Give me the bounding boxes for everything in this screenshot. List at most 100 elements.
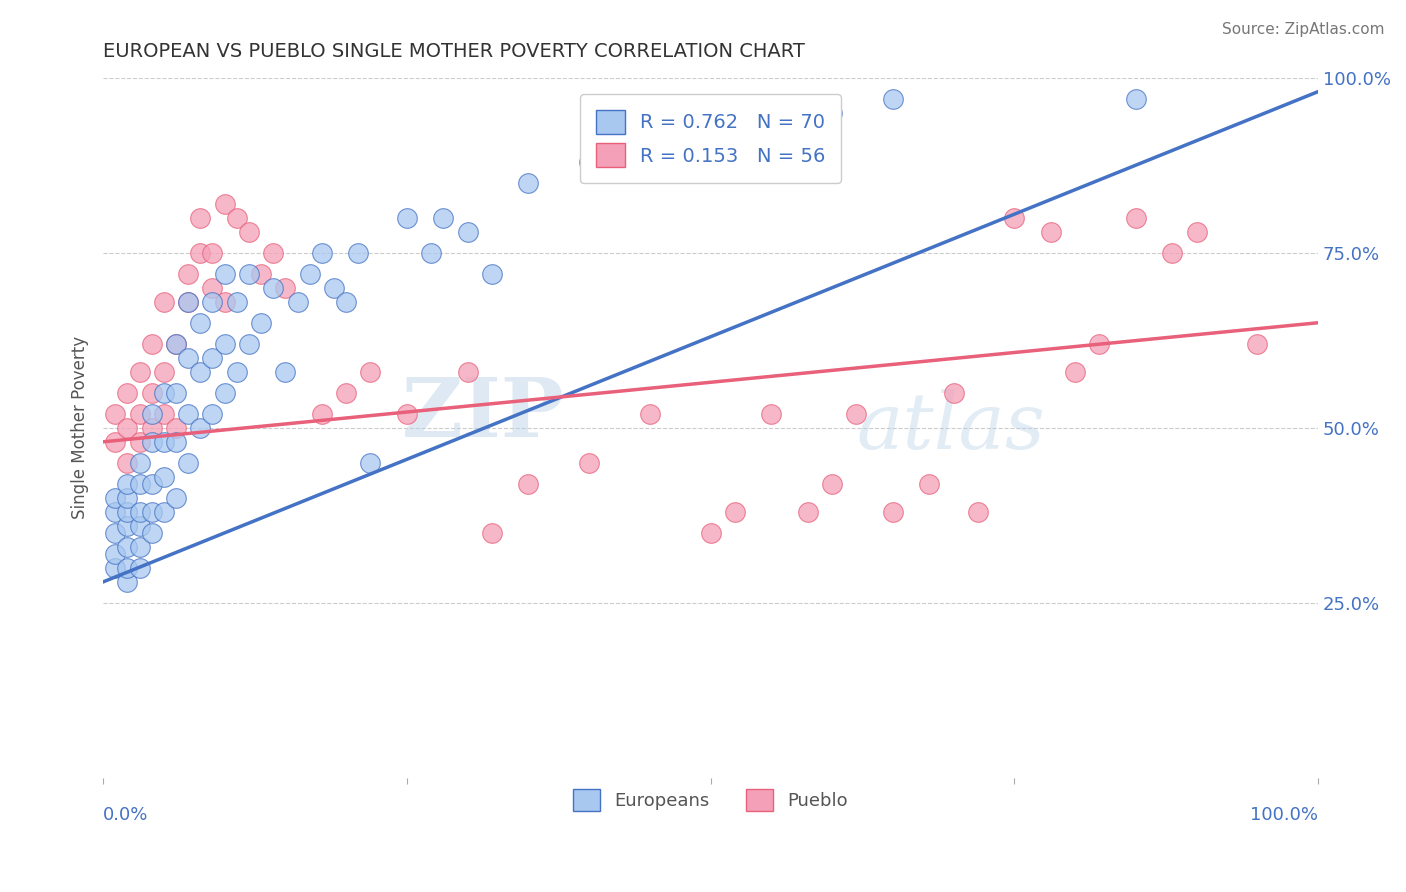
Point: [153, 505, 176, 519]
Point: [117, 519, 139, 533]
Point: [274, 281, 297, 295]
Point: [821, 476, 844, 491]
Point: [1088, 336, 1111, 351]
Point: [238, 225, 260, 239]
Point: [153, 294, 176, 309]
Point: [724, 505, 747, 519]
Point: [250, 316, 273, 330]
Point: [201, 245, 224, 260]
Point: [188, 365, 211, 379]
Point: [177, 456, 200, 470]
Point: [201, 351, 224, 365]
Point: [117, 385, 139, 400]
Point: [335, 385, 357, 400]
Point: [311, 407, 333, 421]
Point: [238, 336, 260, 351]
Point: [165, 336, 187, 351]
Point: [845, 407, 868, 421]
Point: [578, 456, 600, 470]
Point: [117, 540, 139, 554]
Point: [201, 407, 224, 421]
Point: [359, 456, 381, 470]
Point: [104, 547, 127, 561]
Y-axis label: Single Mother Poverty: Single Mother Poverty: [72, 336, 89, 519]
Point: [238, 267, 260, 281]
Point: [141, 434, 163, 449]
Point: [128, 476, 150, 491]
Point: [104, 491, 127, 505]
Point: [201, 294, 224, 309]
Point: [797, 505, 820, 519]
Point: [481, 267, 503, 281]
Point: [481, 525, 503, 540]
Point: [128, 407, 150, 421]
Point: [188, 421, 211, 435]
Point: [128, 365, 150, 379]
Point: [117, 476, 139, 491]
Point: [347, 245, 370, 260]
Point: [188, 245, 211, 260]
Point: [104, 505, 127, 519]
Point: [177, 294, 200, 309]
Point: [517, 476, 540, 491]
Point: [1246, 336, 1268, 351]
Point: [141, 336, 163, 351]
Point: [761, 141, 783, 155]
Point: [104, 407, 127, 421]
Text: 0.0%: 0.0%: [103, 806, 149, 824]
Point: [117, 505, 139, 519]
Point: [214, 294, 236, 309]
Point: [117, 574, 139, 589]
Point: [395, 211, 418, 225]
Point: [165, 434, 187, 449]
Point: [177, 294, 200, 309]
Point: [104, 525, 127, 540]
Point: [699, 525, 721, 540]
Point: [335, 294, 357, 309]
Point: [128, 456, 150, 470]
Point: [188, 316, 211, 330]
Point: [141, 505, 163, 519]
Point: [128, 561, 150, 575]
Point: [359, 365, 381, 379]
Point: [153, 470, 176, 484]
Point: [177, 407, 200, 421]
Point: [128, 540, 150, 554]
Point: [1064, 365, 1087, 379]
Point: [262, 281, 284, 295]
Point: [432, 211, 454, 225]
Text: Source: ZipAtlas.com: Source: ZipAtlas.com: [1222, 22, 1385, 37]
Point: [311, 245, 333, 260]
Point: [153, 365, 176, 379]
Point: [128, 519, 150, 533]
Point: [128, 505, 150, 519]
Point: [117, 421, 139, 435]
Point: [165, 385, 187, 400]
Point: [214, 196, 236, 211]
Point: [177, 351, 200, 365]
Point: [967, 505, 990, 519]
Point: [177, 267, 200, 281]
Point: [117, 491, 139, 505]
Point: [1039, 225, 1062, 239]
Point: [699, 127, 721, 141]
Point: [153, 385, 176, 400]
Point: [457, 225, 479, 239]
Point: [225, 365, 247, 379]
Point: [141, 385, 163, 400]
Point: [117, 456, 139, 470]
Text: atlas: atlas: [856, 390, 1045, 466]
Point: [188, 211, 211, 225]
Point: [141, 476, 163, 491]
Point: [117, 561, 139, 575]
Text: 100.0%: 100.0%: [1250, 806, 1319, 824]
Point: [882, 505, 904, 519]
Point: [323, 281, 346, 295]
Point: [262, 245, 284, 260]
Legend: Europeans, Pueblo: Europeans, Pueblo: [565, 781, 855, 818]
Point: [225, 294, 247, 309]
Point: [395, 407, 418, 421]
Point: [1125, 92, 1147, 106]
Point: [287, 294, 309, 309]
Point: [1185, 225, 1208, 239]
